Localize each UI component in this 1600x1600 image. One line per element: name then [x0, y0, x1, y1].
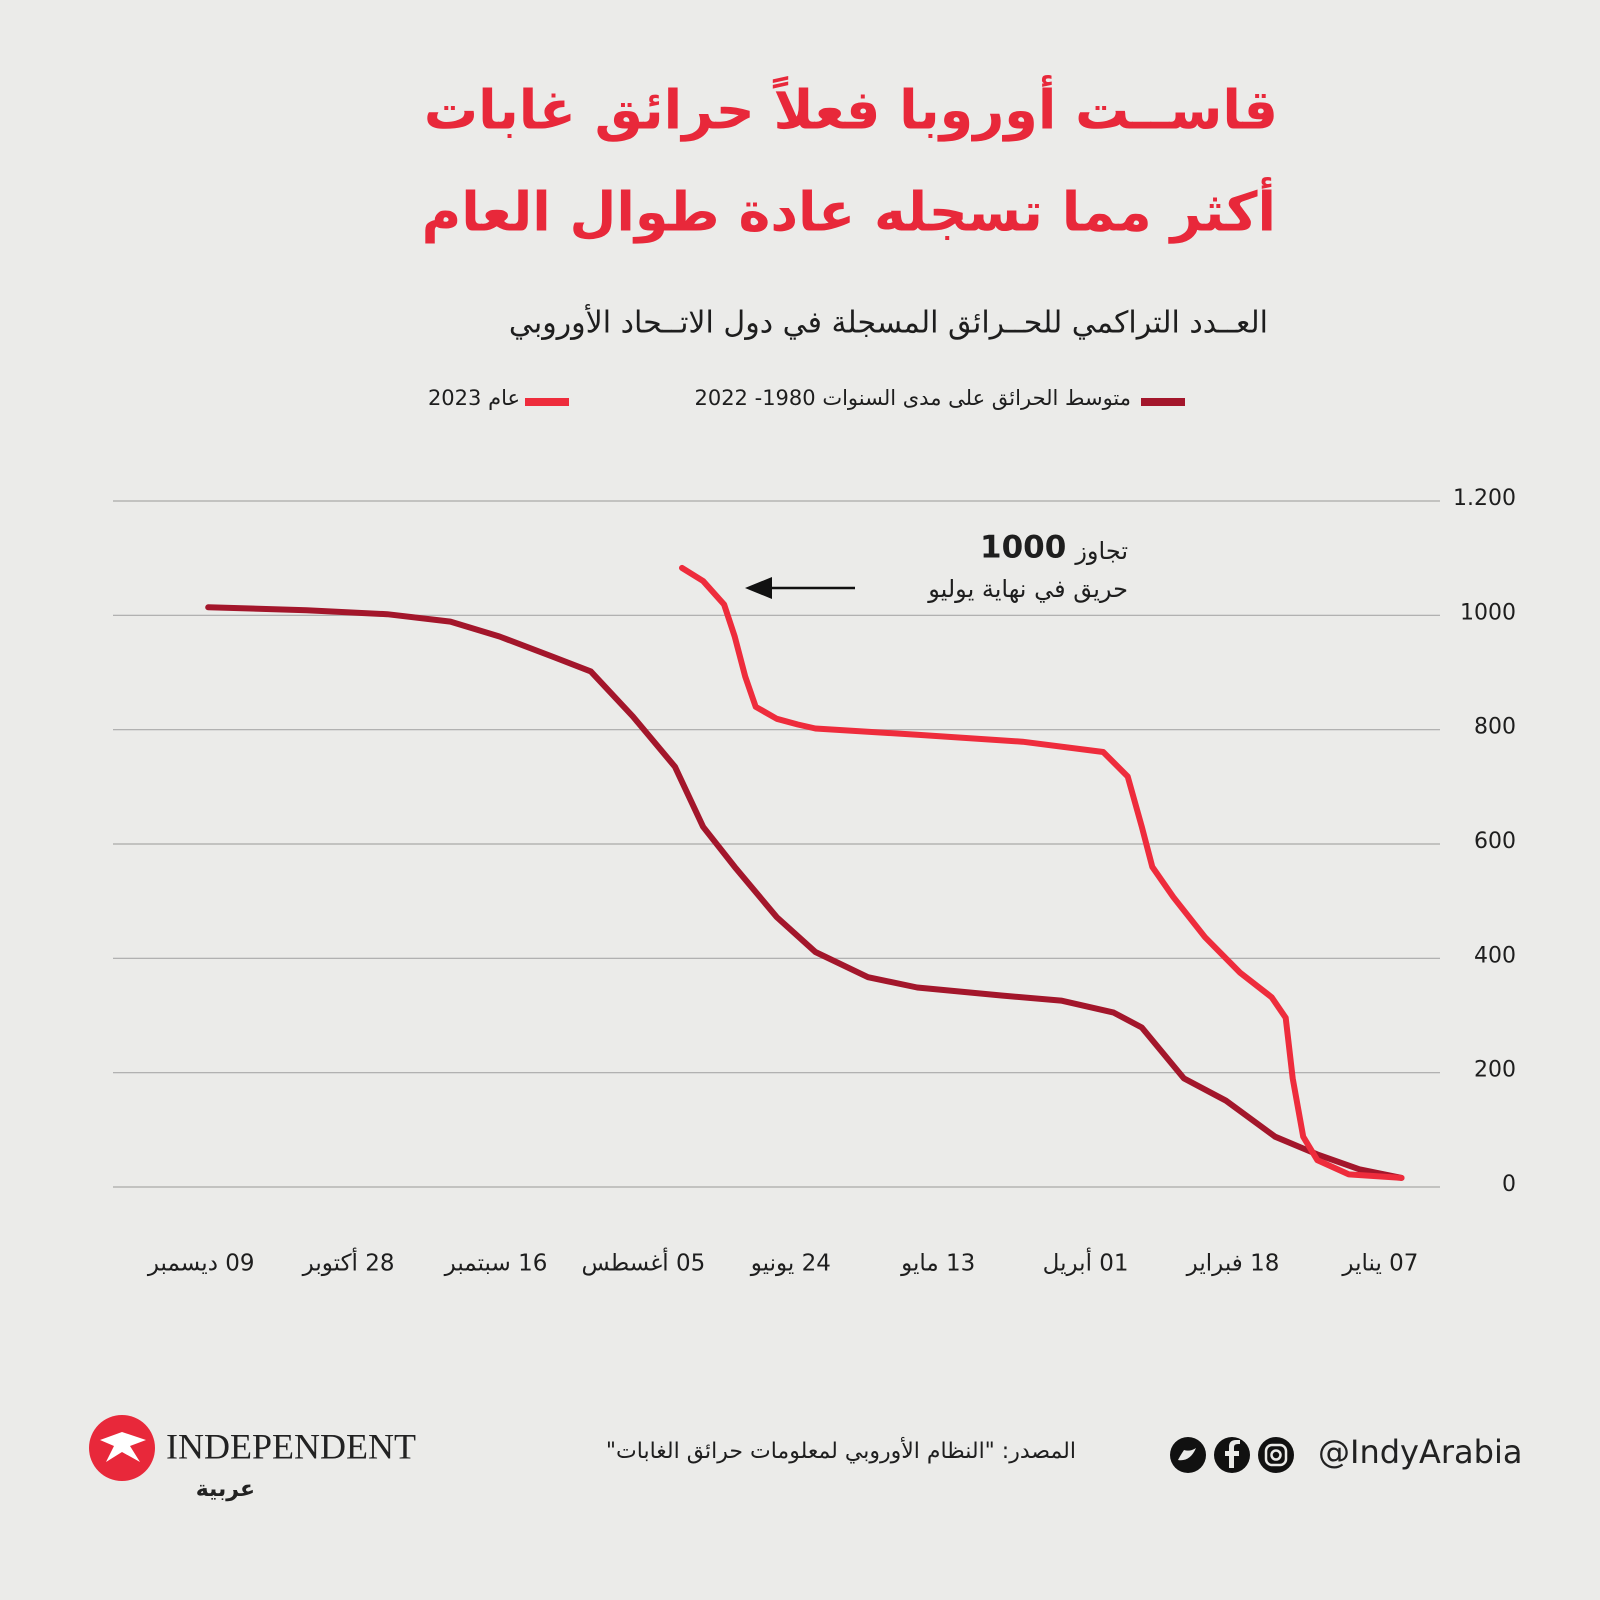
x-tick-label: 05 أغسطس — [582, 1248, 706, 1277]
brand-sub: عربية — [196, 1477, 255, 1502]
grid: 0 200 400 600 800 1000 1.200 07 يناير 18 فبراير 0… — [113, 486, 1516, 1277]
y-tick-label: 400 — [1474, 943, 1516, 968]
y-tick-label: 0 — [1502, 1172, 1516, 1197]
legend: متوسط الحرائق على مدى السنوات 1980- 2022… — [428, 386, 1185, 410]
source: المصدر: "النظام الأوروبي لمعلومات حرائق … — [606, 1437, 1076, 1464]
annotation: تجاوز 1000 حريق في نهاية يوليو — [745, 530, 1128, 603]
y-tick-label: 1.200 — [1453, 486, 1516, 511]
y-tick-label: 600 — [1474, 829, 1516, 854]
plot — [205, 564, 1405, 1181]
y-tick-label: 1000 — [1460, 600, 1516, 625]
x-tick-label: 07 يناير — [1341, 1251, 1418, 1277]
twitter-glyph — [1178, 1448, 1196, 1461]
annotation-text: تجاوز — [1074, 537, 1128, 565]
facebook-glyph — [1225, 1440, 1240, 1468]
legend-label: عام 2023 — [428, 386, 520, 410]
series-line — [205, 604, 1405, 1181]
instagram-icon[interactable] — [1258, 1437, 1294, 1473]
legend-swatch — [1141, 398, 1185, 406]
x-tick-label: 24 يونيو — [750, 1251, 831, 1277]
annotation-text: حريق في نهاية يوليو — [927, 575, 1128, 603]
subtitle: العــدد التراكمي للحــرائق المسجلة في دو… — [509, 303, 1268, 341]
x-tick-label: 28 أكتوبر — [302, 1248, 395, 1277]
x-tick-label: 16 سبتمبر — [444, 1251, 548, 1277]
title-line: أكثر مما تسجله عادة طوال العام — [422, 177, 1276, 244]
handle[interactable]: @IndyArabia — [1318, 1433, 1522, 1471]
instagram-glyph — [1264, 1443, 1288, 1467]
x-tick-label: 13 مايو — [900, 1251, 975, 1277]
series-line — [679, 564, 1405, 1181]
legend-swatch — [525, 398, 569, 406]
instagram-glyph — [1270, 1449, 1282, 1461]
logo-eagle — [100, 1432, 146, 1462]
footer: INDEPENDENT عربية المصدر: "النظام الأورو… — [89, 1415, 1522, 1502]
y-tick-label: 200 — [1474, 1058, 1516, 1083]
x-tick-label: 01 أبريل — [1043, 1248, 1129, 1277]
legend-label: متوسط الحرائق على مدى السنوات 1980- 2022 — [694, 386, 1131, 410]
annotation-arrowhead — [745, 577, 772, 599]
x-tick-label: 18 فبراير — [1186, 1251, 1280, 1277]
y-tick-label: 800 — [1474, 715, 1516, 740]
brand: INDEPENDENT — [166, 1426, 416, 1466]
title-line: قاســت أوروبا فعلاً حرائق غابات — [424, 75, 1278, 142]
annotation-value: 1000 — [980, 530, 1066, 566]
x-tick-label: 09 ديسمبر — [147, 1251, 255, 1277]
